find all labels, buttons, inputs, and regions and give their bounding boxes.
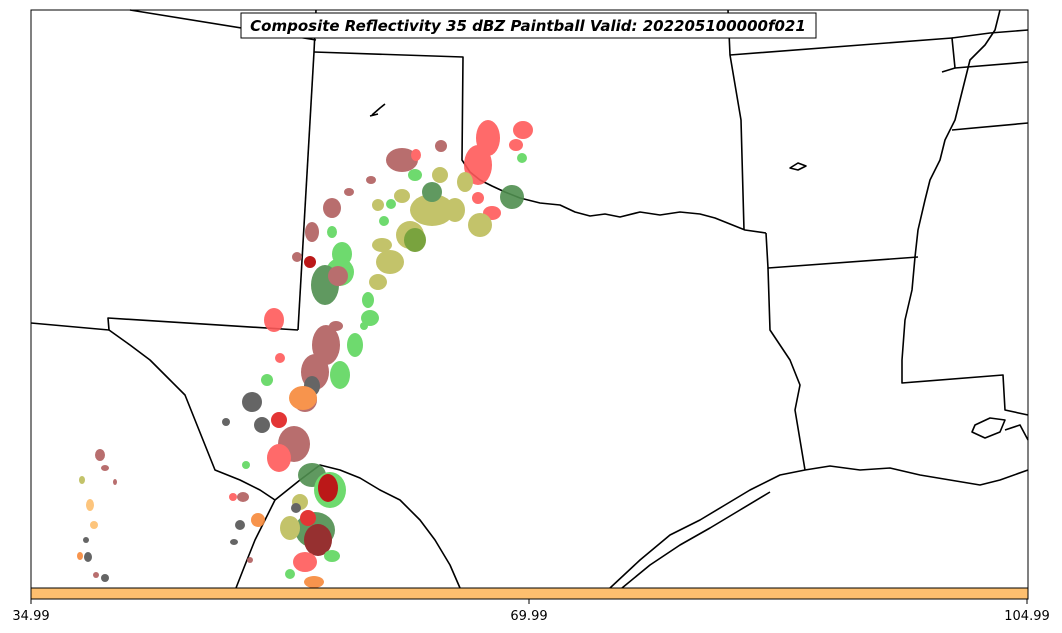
blob-orange — [77, 552, 83, 560]
blob-brown — [93, 572, 99, 578]
blob-red — [509, 139, 523, 151]
blob-dark-green — [500, 185, 524, 209]
blob-olive — [79, 476, 85, 484]
blob-red — [300, 510, 316, 526]
blob-olive — [468, 213, 492, 237]
blob-green — [386, 199, 396, 209]
blob-brown — [95, 449, 105, 461]
colorbar-tick-label: 104.99 — [1004, 609, 1050, 624]
border-ms-al — [951, 122, 1029, 131]
border-nm-tx — [297, 51, 315, 331]
blob-light-orange — [90, 521, 98, 529]
blob-gray — [242, 392, 262, 412]
blob-brown — [305, 222, 319, 242]
blob-green — [517, 153, 527, 163]
blob-gray — [230, 539, 238, 545]
blob-olive — [410, 194, 454, 226]
colorbar-fill — [30, 587, 1029, 600]
blob-brown — [386, 148, 418, 172]
border-mississippi — [901, 9, 1029, 416]
blob-olive — [432, 167, 448, 183]
blob-green — [408, 169, 422, 181]
blob-gray — [235, 520, 245, 530]
border-nm-south — [30, 317, 299, 331]
blob-light-orange — [86, 499, 94, 511]
la-bay — [1004, 424, 1029, 441]
gulf-coast-inner — [621, 491, 771, 589]
blob-gray — [84, 552, 92, 562]
blob-brown — [344, 188, 354, 196]
blob-olive — [376, 250, 404, 274]
blob-red — [464, 145, 492, 185]
blob-dark-red — [318, 474, 338, 502]
blob-dark-green — [404, 228, 426, 252]
map-title: Composite Reflectivity 35 dBZ Paintball … — [250, 17, 806, 35]
border-ar-ok — [729, 37, 956, 73]
lake-ok — [369, 103, 386, 117]
blob-gray — [83, 537, 89, 543]
blob-dark-red — [304, 256, 316, 268]
blob-red — [411, 149, 421, 161]
blob-green — [324, 550, 340, 562]
blob-brown — [328, 266, 348, 286]
blob-orange — [251, 513, 265, 527]
blob-brown — [237, 492, 249, 502]
blob-red — [293, 552, 317, 572]
blob-olive — [445, 198, 465, 222]
title-box: Composite Reflectivity 35 dBZ Paintball … — [240, 12, 817, 39]
blob-orange — [304, 576, 324, 588]
blob-green — [347, 333, 363, 357]
border-mex-south — [235, 499, 276, 589]
border-la-tx — [767, 267, 806, 471]
blob-olive — [372, 199, 384, 211]
blob-brown — [292, 252, 302, 262]
blob-brown — [101, 465, 109, 471]
blob-brown — [366, 176, 376, 184]
border-tn-ms — [954, 61, 1029, 69]
colorbar: 34.99 69.99 104.99 — [12, 587, 1050, 624]
blob-green — [360, 322, 368, 330]
blob-red — [267, 444, 291, 472]
map-background — [31, 10, 1028, 588]
blob-green — [242, 461, 250, 469]
reflectivity-blobs — [77, 120, 533, 588]
blob-red — [472, 192, 484, 204]
blob-brown — [247, 557, 253, 563]
blob-brown — [113, 479, 117, 485]
gulf-coast — [609, 465, 1029, 589]
la-coast-detail — [971, 417, 1006, 439]
blob-olive — [280, 516, 300, 540]
blob-gray — [254, 417, 270, 433]
colorbar-tick-label: 34.99 — [12, 609, 49, 624]
blob-brown — [323, 198, 341, 218]
border-ky — [951, 29, 1029, 39]
blob-red — [275, 353, 285, 363]
blob-dark-red — [304, 524, 332, 556]
colorbar-tick-label: 69.99 — [510, 609, 547, 624]
blob-gray — [291, 503, 301, 513]
blob-orange — [289, 386, 317, 410]
blob-red — [264, 308, 284, 332]
blob-green — [362, 292, 374, 308]
blob-green — [330, 361, 350, 389]
blob-brown — [329, 321, 343, 331]
blob-red — [271, 412, 287, 428]
blob-gray — [101, 574, 109, 582]
blob-olive — [369, 274, 387, 290]
lake-ar — [789, 162, 807, 171]
blob-dark-green — [422, 182, 442, 202]
blob-green — [285, 569, 295, 579]
blob-olive — [457, 172, 473, 192]
blob-olive — [394, 189, 410, 203]
blob-olive — [372, 238, 392, 252]
blob-red — [513, 121, 533, 139]
blob-gray — [222, 418, 230, 426]
blob-green — [379, 216, 389, 226]
blob-green — [261, 374, 273, 386]
blob-green — [361, 310, 379, 326]
blob-brown — [435, 140, 447, 152]
blob-green — [327, 226, 337, 238]
blob-red — [229, 493, 237, 501]
